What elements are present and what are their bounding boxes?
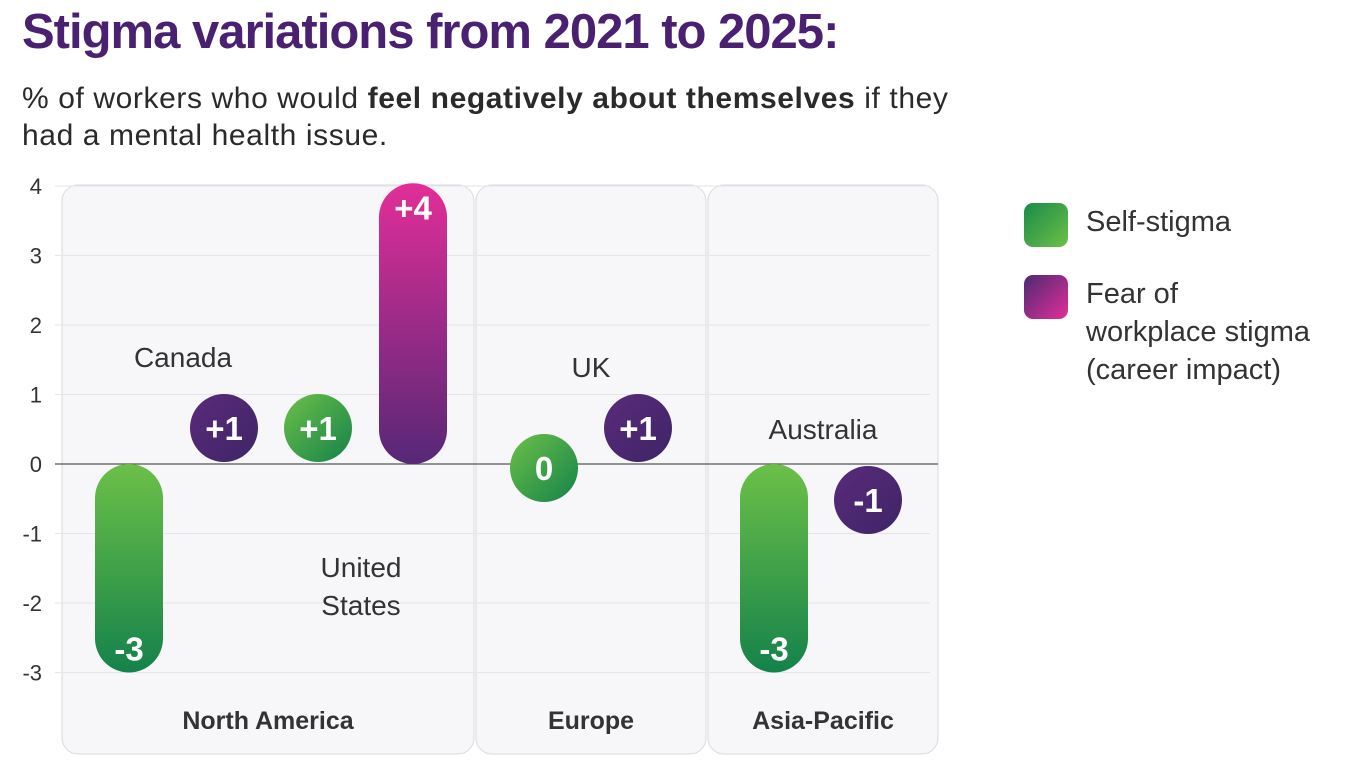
- y-tick-label: -3: [22, 661, 42, 686]
- y-tick-label: -2: [22, 591, 42, 616]
- bar-uk-self-stigma-label: 0: [535, 450, 553, 487]
- country-label-australia: Australia: [769, 414, 878, 445]
- region-panels: [61, 184, 939, 755]
- bar-uk-fear-of-workplace-stigma-label: +1: [619, 410, 657, 447]
- bar-united-states-self-stigma-label: +1: [299, 410, 337, 447]
- panel-asia-pacific: [707, 184, 939, 755]
- panel-north-america: [61, 184, 475, 755]
- country-labels: Canada United States UK Australia: [134, 342, 878, 621]
- bar-united-states-fear-of-workplace-stigma: [379, 183, 447, 464]
- bar-uk-self-stigma: [510, 434, 578, 502]
- subtitle-prefix: % of workers who would: [22, 82, 368, 115]
- country-label-canada: Canada: [134, 342, 233, 373]
- legend: Self-stigma Fear of workplace stigma (ca…: [1024, 203, 1316, 417]
- y-tick-label: 4: [30, 174, 42, 199]
- y-axis: 4 3 2 1 0 -1 -2 -3: [22, 174, 42, 686]
- region-label-asia-pacific: Asia-Pacific: [752, 707, 894, 735]
- bar-united-states-self-stigma: [284, 394, 352, 462]
- region-label-europe: Europe: [548, 707, 634, 735]
- bars: -3 +1 +1 +4 0 +1 -3 -1: [95, 183, 902, 673]
- bar-canada-self-stigma-label: -3: [114, 631, 143, 668]
- legend-item-self-stigma: Self-stigma: [1024, 203, 1316, 247]
- country-label-united-states: States: [321, 590, 400, 621]
- bar-canada-fear-of-workplace-stigma-label: +1: [205, 410, 243, 447]
- y-tick-label: 2: [30, 313, 42, 338]
- legend-label-self-stigma: Self-stigma: [1086, 206, 1232, 238]
- y-tick-label: -1: [22, 522, 42, 547]
- subtitle-suffix: if they had a mental health issue.: [22, 82, 949, 152]
- chart-title: Stigma variations from 2021 to 2025:: [22, 5, 839, 59]
- legend-label-fear-of-workplace-stigma: Fear of workplace stigma (career impact): [1086, 278, 1311, 386]
- region-labels: North America Europe Asia-Pacific: [182, 707, 894, 735]
- chart-subtitle: % of workers who would feel negatively a…: [22, 80, 962, 154]
- bar-australia-self-stigma: [740, 464, 808, 673]
- country-label-uk: UK: [572, 352, 611, 383]
- y-tick-label: 3: [30, 244, 42, 269]
- bar-australia-self-stigma-label: -3: [759, 631, 788, 668]
- legend-swatch-fear-of-workplace-stigma: [1024, 275, 1068, 319]
- y-tick-label: 1: [30, 383, 42, 408]
- bar-uk-fear-of-workplace-stigma: [604, 394, 672, 462]
- panel-europe: [475, 184, 707, 755]
- legend-swatch-self-stigma: [1024, 203, 1068, 247]
- bar-united-states-fear-of-workplace-stigma-label: +4: [394, 189, 432, 226]
- y-tick-label: 0: [30, 452, 42, 477]
- bar-canada-fear-of-workplace-stigma: [190, 394, 258, 462]
- legend-item-fear-of-workplace-stigma: Fear of workplace stigma (career impact): [1024, 275, 1316, 389]
- bar-australia-fear-of-workplace-stigma-label: -1: [853, 482, 882, 519]
- bar-australia-fear-of-workplace-stigma: [834, 466, 902, 534]
- subtitle-emphasis: feel negatively about themselves: [367, 82, 856, 115]
- bar-canada-self-stigma: [95, 464, 163, 673]
- region-label-north-america: North America: [182, 707, 354, 735]
- country-label-united-states: United: [321, 552, 402, 583]
